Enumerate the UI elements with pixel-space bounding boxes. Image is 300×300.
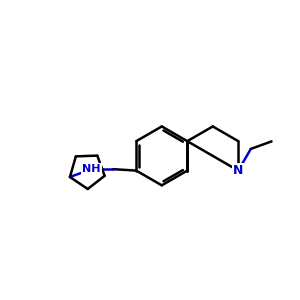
Text: NH: NH [82, 164, 101, 174]
Text: N: N [233, 164, 244, 177]
